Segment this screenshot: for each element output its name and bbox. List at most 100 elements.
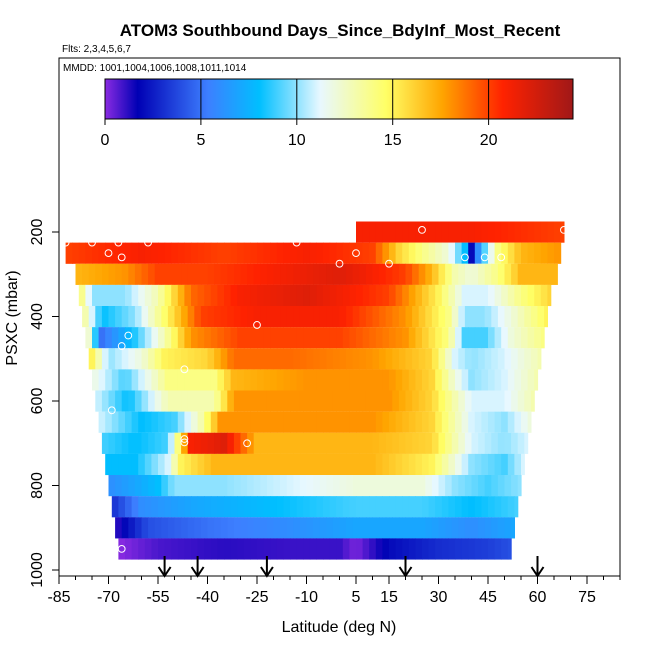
heatmap-cell	[524, 432, 529, 454]
colorbar: 0 5 10 15 20	[101, 78, 574, 149]
heatmap-cell	[458, 432, 466, 454]
heatmap-cell	[408, 411, 416, 433]
heatmap-cell	[233, 475, 242, 497]
heatmap-cell	[191, 327, 199, 349]
heatmap-cell	[431, 475, 440, 497]
heatmap-cell	[445, 517, 453, 539]
heatmap-cell	[375, 496, 383, 518]
heatmap-cell	[359, 517, 367, 539]
heatmap-cell	[191, 538, 199, 560]
heatmap-cell	[286, 263, 294, 285]
heatmap-cell	[92, 369, 100, 391]
heatmap-cell	[504, 263, 512, 285]
heatmap-cell	[214, 517, 222, 539]
heatmap-cell	[266, 348, 275, 370]
heatmap-cell	[415, 284, 423, 307]
heatmap-cell	[375, 453, 383, 476]
y-tick-label: 600	[29, 388, 46, 415]
heatmap-cell	[402, 538, 410, 560]
heatmap-cell	[405, 432, 413, 454]
heatmap-band-250	[65, 242, 562, 264]
heatmap-cell	[369, 411, 377, 433]
heatmap-cell	[85, 242, 93, 264]
heatmap-cell	[121, 306, 129, 328]
heatmap-cell	[220, 390, 228, 412]
heatmap-cell	[464, 390, 473, 412]
heatmap-cell	[260, 390, 268, 412]
heatmap-cell	[273, 390, 281, 412]
heatmap-cell	[507, 369, 515, 391]
heatmap-cell	[398, 432, 407, 454]
heatmap-cell	[276, 327, 284, 349]
heatmap-cell	[349, 284, 357, 307]
heatmap-cell	[220, 517, 228, 539]
heatmap-cell	[85, 327, 93, 349]
heatmap-cell	[352, 263, 360, 285]
heatmap-cell	[369, 284, 377, 307]
heatmap-cell	[125, 411, 133, 433]
heatmap-cell	[230, 284, 238, 307]
heatmap-cell	[230, 327, 238, 349]
heatmap-cell	[101, 306, 110, 328]
heatmap-cell	[326, 390, 334, 412]
heatmap-cell	[217, 284, 225, 307]
heatmap-cell	[488, 242, 496, 264]
heatmap-cell	[524, 263, 532, 285]
heatmap-cell	[171, 453, 179, 476]
heatmap-cell	[395, 327, 403, 349]
heatmap-cell	[224, 284, 232, 307]
heatmap-cell	[431, 432, 440, 454]
heatmap-cell	[144, 242, 152, 264]
heatmap-cell	[326, 432, 334, 454]
x-tick-label: -70	[97, 589, 120, 606]
heatmap-cell	[200, 432, 209, 454]
heatmap-cell	[217, 242, 225, 264]
heatmap-cell	[177, 453, 185, 476]
heatmap-cell	[220, 263, 228, 285]
heatmap-cell	[101, 263, 110, 285]
heatmap-cell	[481, 496, 489, 518]
heatmap-cell	[464, 306, 473, 328]
heatmap-cell	[174, 517, 182, 539]
heatmap-cell	[92, 242, 100, 264]
heatmap-cell	[451, 432, 459, 454]
heatmap-cell	[214, 306, 222, 328]
heatmap-cell	[451, 517, 459, 539]
heatmap-cell	[501, 327, 509, 349]
heatmap-cell	[346, 306, 354, 328]
heatmap-cell	[402, 221, 410, 243]
heatmap-cell	[382, 242, 390, 264]
heatmap-cell	[326, 348, 334, 370]
heatmap-cell	[128, 475, 136, 497]
heatmap-cell	[398, 348, 407, 370]
heatmap-cell	[458, 390, 466, 412]
heatmap-cell	[296, 242, 304, 264]
x-tick-label: 75	[578, 589, 596, 606]
heatmap-cell	[455, 453, 463, 476]
heatmap-cell	[92, 327, 100, 349]
heatmap-cell	[118, 242, 126, 264]
heatmap-cell	[468, 369, 476, 391]
heatmap-cell	[78, 242, 86, 264]
heatmap-cell	[131, 369, 139, 391]
heatmap-cell	[250, 411, 258, 433]
heatmap-cell	[167, 475, 176, 497]
heatmap-cell	[115, 390, 123, 412]
heatmap-cell	[108, 306, 116, 328]
heatmap-cell	[389, 327, 397, 349]
sample-marker	[292, 238, 301, 247]
heatmap-cell	[161, 348, 169, 370]
heatmap-cell	[389, 453, 397, 476]
heatmap-cell	[461, 327, 469, 349]
sample-marker	[385, 259, 393, 268]
heatmap-cell	[484, 390, 492, 412]
heatmap-cell	[534, 327, 542, 349]
heatmap-cell	[461, 284, 469, 307]
heatmap-cell	[488, 369, 496, 391]
heatmap-cell	[346, 348, 354, 370]
heatmap-cell	[151, 369, 159, 391]
heatmap-cell	[161, 475, 169, 497]
heatmap-cell	[448, 327, 456, 349]
heatmap-cell	[276, 453, 284, 476]
heatmap-cell	[356, 284, 364, 307]
